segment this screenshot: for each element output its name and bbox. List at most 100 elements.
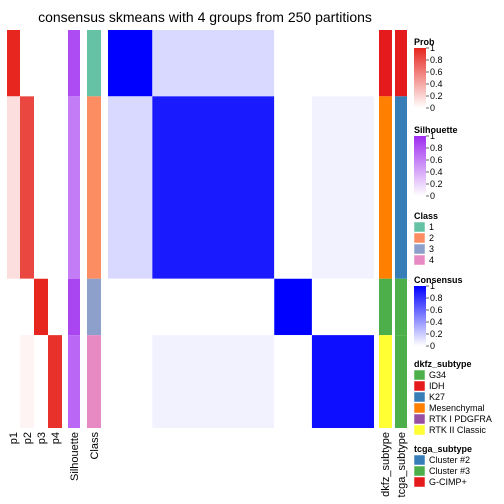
- class-track: [87, 30, 101, 428]
- track-labels: p1 p2 p3 p4 Silhouette Class dkfz_subtype tcga_…: [8, 432, 408, 498]
- dkfz-subtype-track: [379, 30, 392, 428]
- legend-tick-prob-2: 0.6: [430, 67, 443, 77]
- legend-colorbar-silhouette: [414, 136, 426, 196]
- track-label-p2: p2: [22, 432, 34, 444]
- track-label-p3: p3: [36, 432, 48, 444]
- track-label-tcga-subtype: tcga_subtype: [396, 432, 408, 497]
- silhouette-cell-class-3: [68, 278, 80, 336]
- legend-tick-silhouette-1: 0.8: [430, 143, 443, 153]
- legend-tick-prob-0: 1: [430, 43, 435, 53]
- prob-cell-p1-class-2: [7, 96, 20, 279]
- consensus-block-3-4: [311, 278, 374, 336]
- chart-title: consensus skmeans with 4 groups from 250…: [38, 9, 372, 25]
- legend-swatch-dkfz-subtype-5: [413, 424, 426, 436]
- legend-swatch-class-2: [413, 243, 426, 255]
- prob-cell-p3-class-4: [34, 335, 48, 428]
- legend-label-class-1: 2: [429, 233, 434, 243]
- track-label-class: Class: [89, 432, 101, 460]
- tcga-cell-class-2: [395, 96, 407, 279]
- legend-tick-consensus-4: 0.2: [430, 329, 443, 339]
- legend-tick-silhouette-3: 0.4: [430, 167, 443, 177]
- prob-cell-p2-class-3: [20, 278, 34, 336]
- legend-swatch-tcga-subtype-1: [413, 465, 426, 477]
- prob-cell-p1-class-4: [7, 335, 20, 428]
- legend-label-tcga-subtype-0: Cluster #2: [429, 455, 470, 465]
- consensus-block-3-1: [108, 278, 153, 336]
- consensus-matrix: [108, 30, 374, 428]
- tcga-cell-class-3: [395, 278, 407, 336]
- dkfz-cell-class-1: [379, 30, 392, 97]
- consensus-block-1-4: [311, 30, 374, 97]
- legend-tick-prob-4: 0.2: [430, 91, 443, 101]
- legend-swatch-tcga-subtype-2: [413, 476, 426, 488]
- legend-swatch-tcga-subtype-0: [413, 454, 426, 466]
- consensus-block-2-3: [274, 96, 312, 279]
- legend-label-dkfz-subtype-1: IDH: [429, 381, 445, 391]
- prob-cell-p3-class-2: [34, 96, 48, 279]
- consensus-block-4-2: [152, 335, 275, 428]
- prob-cell-p1-class-1: [7, 30, 20, 97]
- dkfz-cell-class-2: [379, 96, 392, 279]
- consensus-block-3-3: [274, 278, 312, 336]
- silhouette-cell-class-4: [68, 335, 80, 428]
- legend-tick-prob-1: 0.8: [430, 55, 443, 65]
- track-label-silhouette: Silhouette: [69, 432, 81, 481]
- silhouette-cell-class-2: [68, 96, 80, 279]
- legend-label-dkfz-subtype-5: RTK II Classic: [429, 425, 486, 435]
- consensus-block-3-2: [152, 278, 275, 336]
- tcga-cell-class-4: [395, 335, 407, 428]
- prob-cell-p4-class-2: [48, 96, 62, 279]
- legend-label-tcga-subtype-2: G-CIMP+: [429, 477, 467, 487]
- class-cell-3: [87, 278, 101, 336]
- consensus-block-1-2: [152, 30, 275, 97]
- prob-cell-p4-class-4: [48, 335, 62, 428]
- legend-swatch-dkfz-subtype-0: [413, 369, 426, 381]
- legend-tick-prob-3: 0.4: [430, 79, 443, 89]
- legend-tick-consensus-3: 0.4: [430, 317, 443, 327]
- legend-swatch-class-1: [413, 232, 426, 244]
- legend-tick-silhouette-4: 0.2: [430, 179, 443, 189]
- legend-label-class-2: 3: [429, 244, 434, 254]
- legend-swatch-class-3: [413, 254, 426, 266]
- legend-colorbar-consensus: [414, 286, 426, 346]
- legend-tick-consensus-0: 1: [430, 281, 435, 291]
- tcga-cell-class-1: [395, 30, 407, 97]
- legend-tick-consensus-5: 0: [430, 341, 435, 351]
- consensus-block-2-4: [311, 96, 374, 279]
- tcga-subtype-track: [395, 30, 407, 428]
- legend-swatch-dkfz-subtype-1: [413, 380, 426, 392]
- legend-label-dkfz-subtype-0: G34: [429, 370, 446, 380]
- legend-title-dkfz-subtype: dkfz_subtype: [414, 359, 472, 369]
- dkfz-cell-class-3: [379, 278, 392, 336]
- legend-label-class-3: 4: [429, 255, 434, 265]
- legend-swatch-dkfz-subtype-4: [413, 413, 426, 425]
- track-label-p1: p1: [8, 432, 20, 444]
- prob-cell-p2-class-2: [20, 96, 34, 279]
- legend-title-prob: Prob: [414, 37, 435, 47]
- legend-tick-consensus-1: 0.8: [430, 293, 443, 303]
- legend-label-dkfz-subtype-3: Mesenchymal: [429, 403, 485, 413]
- prob-cell-p2-class-1: [20, 30, 34, 97]
- consensus-block-4-3: [274, 335, 312, 428]
- consensus-block-1-3: [274, 30, 312, 97]
- legend-label-dkfz-subtype-4: RTK I PDGFRA: [429, 414, 492, 424]
- prob-cell-p3-class-3: [34, 278, 48, 336]
- consensus-block-2-2: [152, 96, 275, 279]
- class-cell-4: [87, 335, 101, 428]
- track-label-dkfz-subtype: dkfz_subtype: [380, 432, 392, 497]
- silhouette-track: [68, 30, 80, 428]
- legend-title-silhouette: Silhouette: [414, 125, 458, 135]
- legend-title-consensus: Consensus: [414, 275, 463, 285]
- legend-tick-silhouette-0: 1: [430, 131, 435, 141]
- prob-cell-p1-class-3: [7, 278, 20, 336]
- class-cell-1: [87, 30, 101, 97]
- membership-tracks: [7, 30, 62, 428]
- legend-swatch-class-0: [413, 221, 426, 233]
- legends: Prob10.80.60.40.20Silhouette10.80.60.40.…: [413, 37, 492, 488]
- track-label-p4: p4: [50, 432, 62, 444]
- legend-label-dkfz-subtype-2: K27: [429, 392, 445, 402]
- legend-swatch-dkfz-subtype-2: [413, 391, 426, 403]
- silhouette-cell-class-1: [68, 30, 80, 97]
- legend-tick-prob-5: 0: [430, 103, 435, 113]
